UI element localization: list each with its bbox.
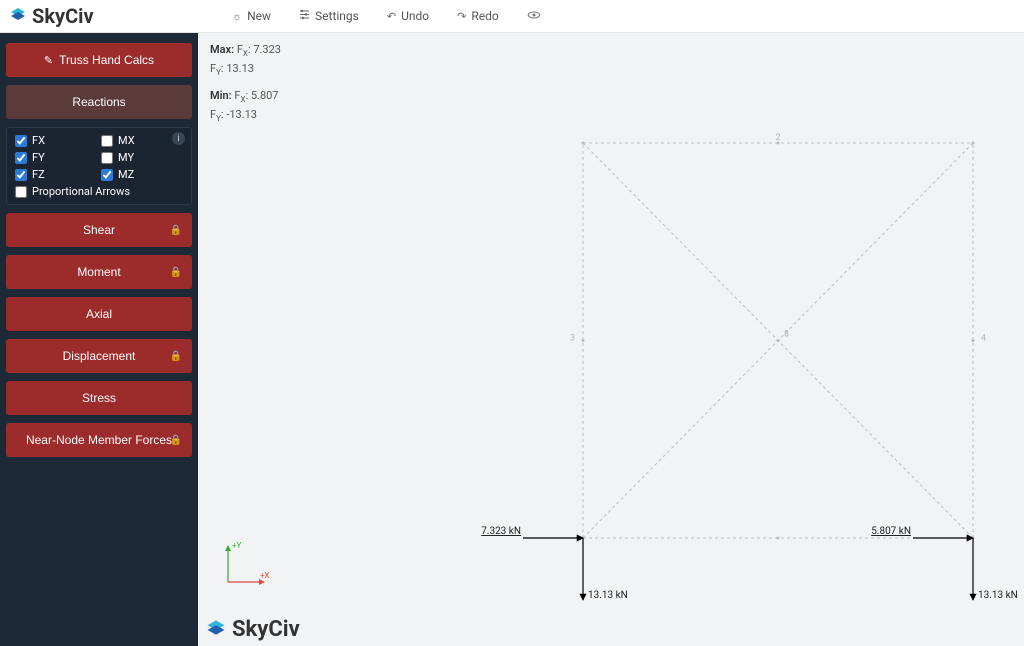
lock-icon: 🔒	[170, 225, 182, 236]
sliders-icon	[299, 9, 310, 23]
model-canvas[interactable]: Max: FX: 7.323 FY: 13.13 Min: FX: 5.807 …	[198, 33, 1024, 646]
settings-button[interactable]: Settings	[299, 9, 359, 23]
visibility-button[interactable]	[527, 10, 541, 23]
shear-button[interactable]: Shear🔒	[6, 213, 192, 247]
watermark-logo: SkyCiv	[204, 617, 300, 642]
checkbox-mz[interactable]: MZ	[101, 168, 183, 181]
undo-button[interactable]: ↶ Undo	[387, 9, 429, 23]
reactions-button[interactable]: Reactions	[6, 85, 192, 119]
lock-icon: 🔒	[170, 435, 182, 446]
displacement-button[interactable]: Displacement🔒	[6, 339, 192, 373]
logo-mark-icon	[204, 618, 228, 642]
axial-button[interactable]: Axial	[6, 297, 192, 331]
pencil-icon: ✎	[44, 54, 53, 67]
svg-text:13.13 kN: 13.13 kN	[588, 590, 628, 601]
brand-logo: SkyCiv	[0, 4, 198, 28]
truss-diagram: 2 3 4 8 7.323 kN 13.13 kN 5.807 kN 13.13 kN	[198, 33, 1024, 646]
svg-text:5.807 kN: 5.807 kN	[871, 526, 911, 537]
checkbox-fy[interactable]: FY	[15, 151, 97, 164]
sidebar: ✎ Truss Hand Calcs Reactions i FX MX FY …	[0, 33, 198, 646]
axis-widget: +Y +X	[216, 540, 270, 598]
checkbox-fx[interactable]: FX	[15, 134, 97, 147]
svg-text:3: 3	[570, 334, 575, 344]
svg-text:2: 2	[775, 133, 780, 143]
undo-icon: ↶	[387, 10, 396, 23]
truss-hand-calcs-button[interactable]: ✎ Truss Hand Calcs	[6, 43, 192, 77]
new-button[interactable]: ☼ New	[232, 9, 271, 23]
lock-icon: 🔒	[170, 267, 182, 278]
svg-text:+X: +X	[260, 571, 270, 580]
redo-icon: ↷	[457, 10, 466, 23]
moment-button[interactable]: Moment🔒	[6, 255, 192, 289]
lock-icon: 🔒	[170, 351, 182, 362]
top-header: SkyCiv ☼ New Settings ↶ Undo ↷ Redo	[0, 0, 1024, 33]
eye-icon	[527, 10, 541, 23]
svg-text:4: 4	[981, 334, 986, 344]
main-area: ✎ Truss Hand Calcs Reactions i FX MX FY …	[0, 33, 1024, 646]
logo-mark-icon	[8, 6, 28, 26]
info-icon[interactable]: i	[172, 132, 185, 145]
checkbox-mx[interactable]: MX	[101, 134, 183, 147]
sun-icon: ☼	[232, 10, 242, 23]
brand-name: SkyCiv	[32, 4, 94, 28]
reactions-options-panel: i FX MX FY MY FZ MZ Proportional Arrows	[6, 127, 192, 205]
near-node-member-forces-button[interactable]: Near-Node Member Forces🔒	[6, 423, 192, 457]
checkbox-my[interactable]: MY	[101, 151, 183, 164]
redo-button[interactable]: ↷ Redo	[457, 9, 499, 23]
toolbar: ☼ New Settings ↶ Undo ↷ Redo	[198, 9, 541, 23]
checkbox-fz[interactable]: FZ	[15, 168, 97, 181]
stress-button[interactable]: Stress	[6, 381, 192, 415]
svg-text:13.13 kN: 13.13 kN	[978, 590, 1018, 601]
checkbox-proportional-arrows[interactable]: Proportional Arrows	[15, 185, 183, 198]
svg-text:7.323 kN: 7.323 kN	[481, 526, 521, 537]
svg-text:8: 8	[784, 330, 789, 340]
svg-text:+Y: +Y	[232, 541, 242, 550]
